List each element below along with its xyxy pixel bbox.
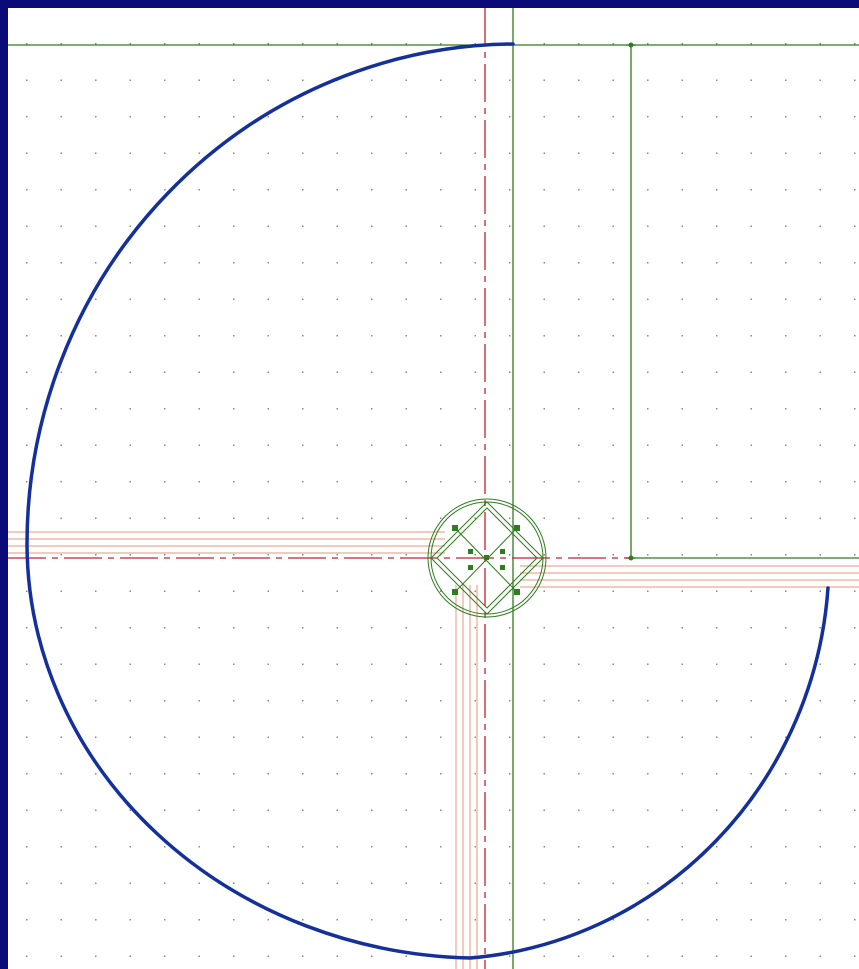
grip-points [452, 525, 520, 595]
dimension-end [628, 42, 634, 48]
reference-lines [8, 8, 859, 969]
center-lines [8, 8, 630, 969]
dot-grid [8, 8, 859, 969]
spiral-curve[interactable] [25, 42, 830, 960]
dimension-end [628, 555, 634, 561]
center-symbol[interactable] [427, 498, 547, 618]
construction-lines [8, 531, 859, 969]
